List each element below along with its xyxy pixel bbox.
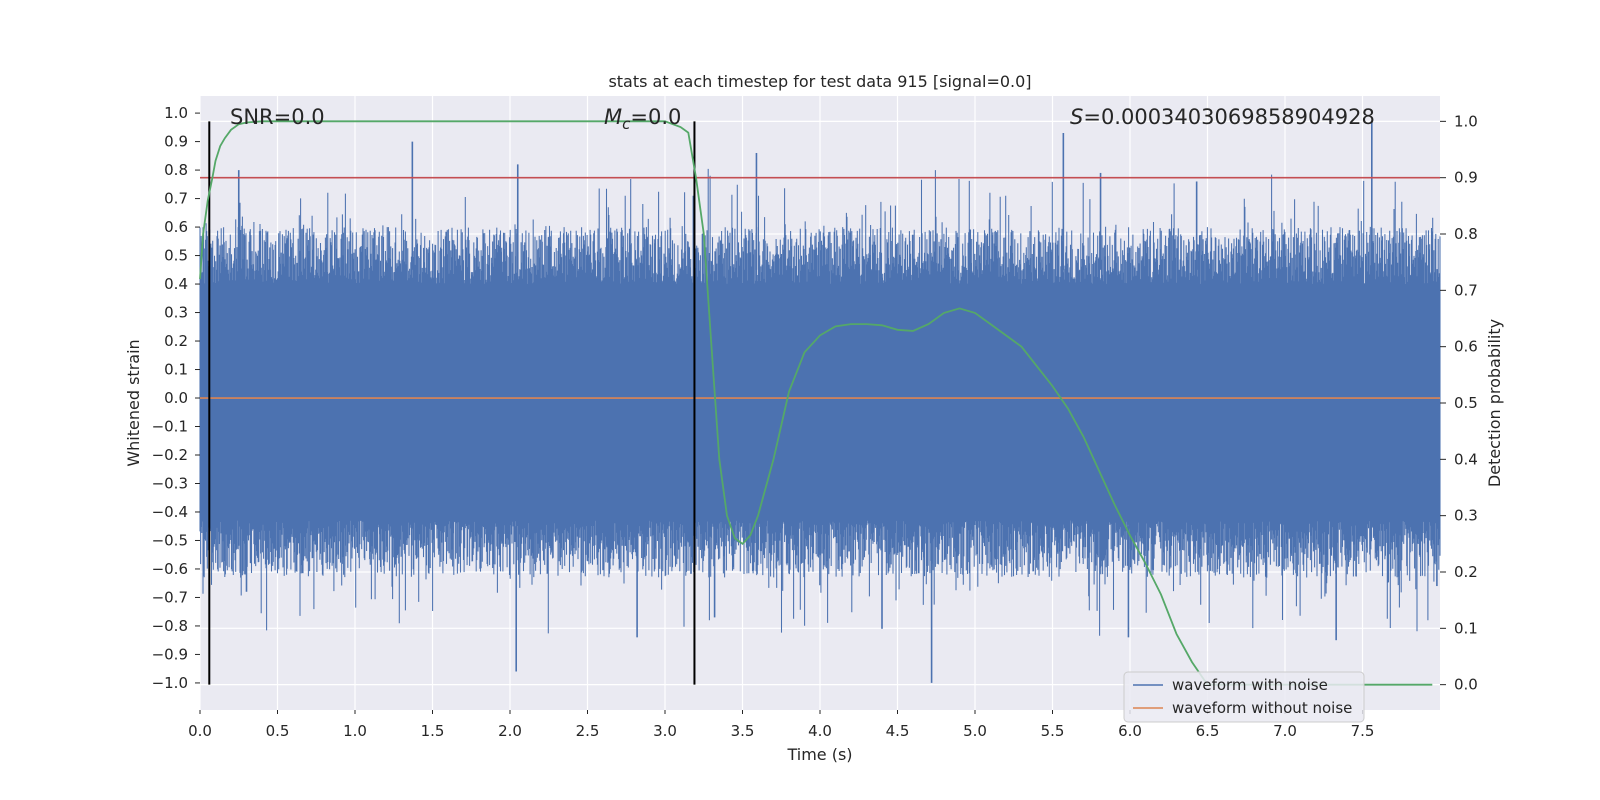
- y-tick-label-4: 0.6: [164, 218, 188, 236]
- y-tick-label-14: −0.4: [152, 503, 188, 521]
- x-tick-label-13: 6.5: [1196, 722, 1220, 740]
- y-tick-label-18: −0.8: [152, 617, 188, 635]
- y2-tick-label-1: 0.9: [1454, 169, 1478, 187]
- x-axis-label: Time (s): [786, 745, 852, 764]
- y2-tick-label-2: 0.8: [1454, 225, 1478, 243]
- legend-noise-label: waveform with noise: [1172, 676, 1328, 694]
- y-tick-label-16: −0.6: [152, 560, 188, 578]
- s-value: =0.0003403069858904928: [1083, 105, 1375, 129]
- x-tick-label-2: 1.0: [343, 722, 367, 740]
- chart-title: stats at each timestep for test data 915…: [608, 72, 1031, 91]
- y2-tick-label-3: 0.7: [1454, 281, 1478, 299]
- y-tick-label-5: 0.5: [164, 247, 188, 265]
- y-tick-label-9: 0.1: [164, 361, 188, 379]
- y2-tick-label-5: 0.5: [1454, 394, 1478, 412]
- y-tick-label-1: 0.9: [164, 133, 188, 151]
- y-tick-label-20: −1.0: [152, 674, 188, 692]
- chirp-mass-annotation: Mc=0.0: [604, 105, 681, 133]
- y-tick-label-6: 0.4: [164, 275, 188, 293]
- s-annotation: S=0.0003403069858904928: [1070, 105, 1375, 129]
- y2-axis-ticks: 1.0 0.9 0.8 0.7 0.6 0.5 0.4 0.3 0.2 0.1 0.0: [1440, 112, 1478, 694]
- snr-annotation: SNR=0.0: [230, 105, 325, 129]
- x-tick-label-8: 4.0: [808, 722, 832, 740]
- y-axis-label: Whitened strain: [124, 339, 143, 466]
- y-tick-label-19: −0.9: [152, 645, 188, 663]
- y-tick-label-11: −0.1: [152, 418, 188, 436]
- y-tick-label-17: −0.7: [152, 588, 188, 606]
- chirp-mass-symbol: M: [604, 105, 622, 129]
- y2-tick-label-4: 0.6: [1454, 338, 1478, 356]
- y-tick-label-8: 0.2: [164, 332, 188, 350]
- y-tick-label-10: 0.0: [164, 389, 188, 407]
- y-tick-label-2: 0.8: [164, 161, 188, 179]
- y-tick-label-7: 0.3: [164, 304, 188, 322]
- legend-clean-label: waveform without noise: [1172, 699, 1352, 717]
- y-tick-label-3: 0.7: [164, 190, 188, 208]
- y2-tick-label-9: 0.1: [1454, 619, 1478, 637]
- x-tick-label-3: 1.5: [421, 722, 445, 740]
- probability-trace: [199, 120, 1433, 686]
- x-tick-label-0: 0.0: [188, 722, 212, 740]
- legend-box: [1123, 671, 1365, 723]
- probability-series: [199, 120, 1433, 686]
- y-tick-label-12: −0.2: [152, 446, 188, 464]
- y-tick-label-15: −0.5: [152, 531, 188, 549]
- y-axis-ticks: 1.0 0.9 0.8 0.7 0.6 0.5 0.4 0.3 0.2 0.1 0.0 −0.1 −0.…: [152, 104, 200, 692]
- x-tick-label-11: 5.5: [1041, 722, 1065, 740]
- x-tick-label-9: 4.5: [886, 722, 910, 740]
- x-axis-ticks: 0.0 0.5 1.0 1.5 2.0 2.5 3.0 3.5 4.0 4.5 5.0 5.5 6.0 6…: [188, 710, 1374, 740]
- x-tick-label-6: 3.0: [653, 722, 677, 740]
- chirp-mass-subscript: c: [622, 115, 631, 133]
- y2-tick-label-6: 0.4: [1454, 450, 1478, 468]
- x-tick-label-4: 2.0: [498, 722, 522, 740]
- x-tick-label-5: 2.5: [576, 722, 600, 740]
- x-tick-label-15: 7.5: [1351, 722, 1375, 740]
- chirp-mass-value: =0.0: [630, 105, 681, 129]
- x-tick-label-12: 6.0: [1118, 722, 1142, 740]
- s-symbol: S: [1070, 105, 1083, 129]
- y2-tick-label-8: 0.2: [1454, 563, 1478, 581]
- x-tick-label-10: 5.0: [963, 722, 987, 740]
- y-tick-label-13: −0.3: [152, 474, 188, 492]
- x-tick-label-1: 0.5: [266, 722, 290, 740]
- y2-axis-label: Detection probability: [1485, 319, 1504, 487]
- vertical-markers: [208, 121, 696, 685]
- legend: waveform with noise waveform without noi…: [1123, 671, 1365, 723]
- y2-tick-label-7: 0.3: [1454, 507, 1478, 525]
- x-tick-label-14: 7.0: [1273, 722, 1297, 740]
- x-tick-label-7: 3.5: [731, 722, 755, 740]
- y2-tick-label-10: 0.0: [1454, 676, 1478, 694]
- y-tick-label-0: 1.0: [164, 104, 188, 122]
- y2-tick-label-0: 1.0: [1454, 112, 1478, 130]
